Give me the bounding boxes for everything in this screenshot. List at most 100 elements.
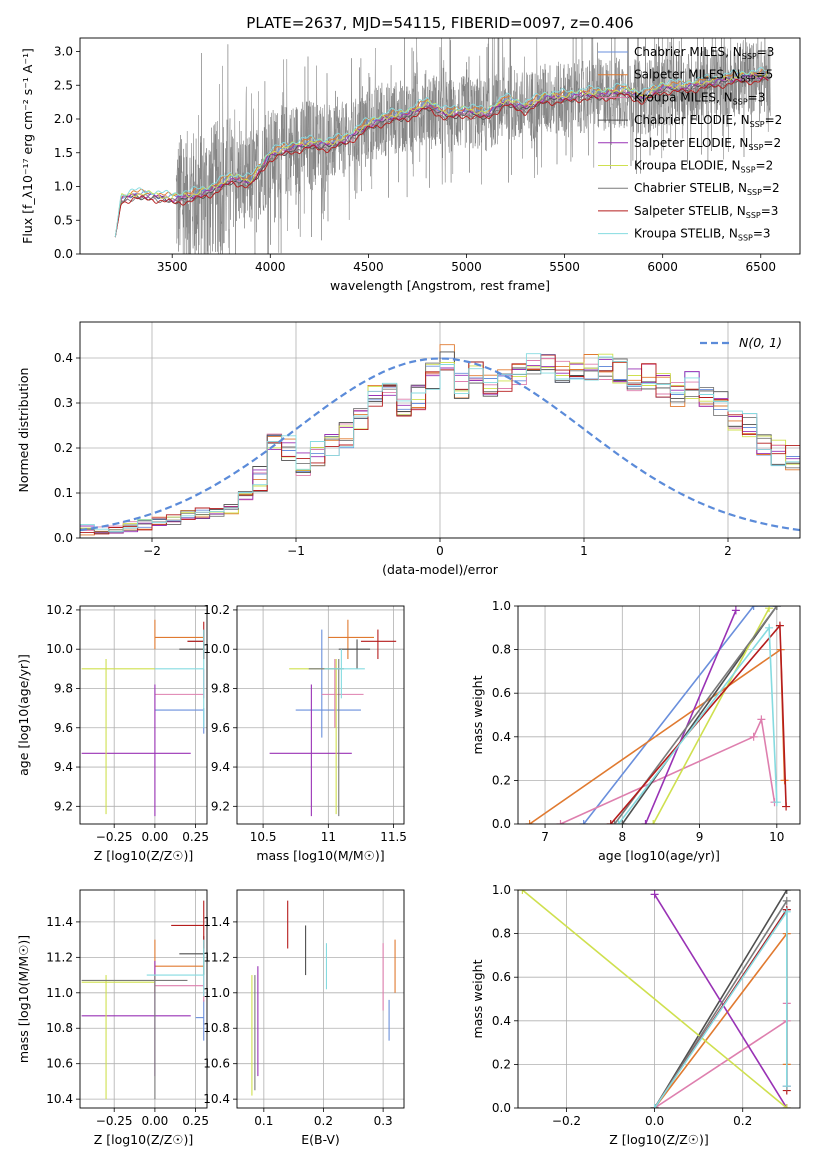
x-axis-label: Z [log10(Z/Z☉)] bbox=[609, 1132, 709, 1147]
model-curve bbox=[114, 67, 769, 238]
y-tick-label: 9.2 bbox=[54, 799, 73, 813]
y-tick-label: 10.6 bbox=[203, 1057, 230, 1071]
y-tick-label: 11.2 bbox=[46, 950, 73, 964]
legend-label-main: Kroupa ELODIE, N bbox=[634, 159, 741, 173]
y-tick-label: 10.0 bbox=[46, 642, 73, 656]
figure-title: PLATE=2637, MJD=54115, FIBERID=0097, z=0… bbox=[246, 14, 633, 32]
axes-frame bbox=[79, 605, 208, 825]
legend-label: Chabrier STELIB, NSSP=2 bbox=[634, 181, 780, 197]
legend-label-sub: SSP bbox=[733, 97, 748, 106]
legend-label-sub: SSP bbox=[741, 75, 756, 84]
legend-label: Chabrier MILES, NSSP=3 bbox=[634, 45, 774, 61]
x-axis-label: age [log10(age/yr)] bbox=[598, 848, 720, 863]
x-tick-label: −1 bbox=[287, 544, 305, 558]
x-axis-label: wavelength [Angstrom, rest frame] bbox=[330, 278, 550, 293]
legend: N(0, 1) bbox=[700, 335, 782, 350]
y-tick-label: 11.2 bbox=[203, 950, 230, 964]
y-axis-label: age [log10(age/yr)] bbox=[16, 654, 31, 776]
y-tick-label: 0.1 bbox=[54, 486, 73, 500]
plus-marker bbox=[782, 1082, 791, 1091]
y-tick-label: 0.4 bbox=[54, 351, 73, 365]
y-axis-label: mass weight bbox=[470, 959, 485, 1038]
y-tick-label: 9.8 bbox=[211, 681, 230, 695]
y-tick-label: 10.2 bbox=[46, 603, 73, 617]
model-curve bbox=[114, 77, 769, 238]
y-tick-label: 0.4 bbox=[492, 1014, 511, 1028]
axes-frame bbox=[236, 889, 405, 1109]
plus-marker bbox=[606, 820, 615, 824]
mass-weight-line bbox=[653, 890, 788, 1108]
y-tick-label: 0.6 bbox=[492, 970, 511, 984]
y-tick-label: 0.2 bbox=[492, 1057, 511, 1071]
legend-label-main: Salpeter STELIB, N bbox=[634, 204, 746, 218]
plot-area bbox=[80, 322, 800, 538]
plus-marker bbox=[782, 890, 791, 894]
y-tick-label: 10.0 bbox=[203, 642, 230, 656]
plus-marker bbox=[772, 606, 781, 610]
histogram-step bbox=[80, 351, 800, 533]
x-tick-label: −0.2 bbox=[552, 1114, 581, 1128]
mass-weight-line bbox=[560, 716, 776, 824]
plus-marker bbox=[749, 732, 758, 741]
x-tick-label: 0.2 bbox=[314, 1114, 333, 1128]
plus-marker bbox=[579, 820, 588, 824]
plot-area bbox=[237, 606, 404, 824]
plus-marker bbox=[618, 820, 627, 824]
plus-marker bbox=[649, 820, 658, 824]
y-tick-label: 0.0 bbox=[54, 531, 73, 545]
axes-frame bbox=[517, 889, 801, 1109]
mass-weight-line bbox=[583, 606, 777, 824]
panel-massweight_vs_z: −0.2 0.0 0.2 0.0 0.2 0.4 0.6 0.8 1.0 Z [log10(Z/Z… bbox=[470, 883, 801, 1147]
plot-area bbox=[80, 890, 207, 1108]
legend-label-main: Salpeter ELODIE, N bbox=[634, 136, 748, 150]
plus-marker bbox=[650, 890, 659, 899]
y-tick-label: 11.0 bbox=[46, 986, 73, 1000]
histogram-step bbox=[80, 353, 800, 534]
legend-label-tail: =3 bbox=[761, 204, 779, 218]
y-tick-label: 10.6 bbox=[46, 1057, 73, 1071]
x-tick-label: 8 bbox=[618, 830, 626, 844]
axes-frame bbox=[79, 321, 801, 539]
x-tick-label: 10.5 bbox=[250, 830, 277, 844]
y-axis-label: mass [log10(M/M☉)] bbox=[16, 935, 31, 1063]
x-axis-label: Z [log10(Z/Z☉)] bbox=[94, 1132, 194, 1147]
x-tick-label: 7 bbox=[541, 830, 549, 844]
legend-label-tail: =3 bbox=[753, 227, 771, 241]
plus-marker bbox=[782, 907, 791, 916]
legend-label: Chabrier ELODIE, NSSP=2 bbox=[634, 113, 782, 129]
y-tick-label: 0.6 bbox=[492, 686, 511, 700]
x-tick-label: 0.2 bbox=[733, 1114, 752, 1128]
x-tick-label: 0.00 bbox=[142, 1114, 169, 1128]
x-tick-label: 6500 bbox=[745, 260, 776, 274]
mass-weight-line bbox=[653, 900, 788, 1108]
y-tick-label: 0.0 bbox=[492, 817, 511, 831]
plus-marker bbox=[731, 606, 740, 615]
panel-age_vs_z: −0.25 0.00 0.25 9.2 9.4 9.6 9.8 10.0 10.2 Z [log1… bbox=[16, 603, 209, 863]
y-tick-label: 1.5 bbox=[54, 146, 73, 160]
plus-marker bbox=[556, 820, 565, 824]
x-tick-label: 4000 bbox=[255, 260, 286, 274]
x-tick-label: 0.0 bbox=[645, 1114, 664, 1128]
plot-area bbox=[237, 890, 404, 1108]
y-tick-label: 2.5 bbox=[54, 78, 73, 92]
plot-area bbox=[114, 38, 771, 254]
x-tick-label: 5000 bbox=[451, 260, 482, 274]
legend-label-tail: =2 bbox=[762, 181, 780, 195]
axes-frame bbox=[517, 605, 801, 825]
plus-marker bbox=[782, 896, 791, 905]
x-tick-label: 0.00 bbox=[142, 830, 169, 844]
x-tick-label: 0 bbox=[436, 544, 444, 558]
axes-frame bbox=[79, 889, 208, 1109]
x-tick-label: 0.1 bbox=[254, 1114, 273, 1128]
plus-marker bbox=[772, 798, 781, 807]
legend-label-sub: SSP bbox=[747, 188, 762, 197]
x-tick-label: 11 bbox=[321, 830, 336, 844]
model-curve bbox=[114, 75, 769, 238]
mass-weight-line bbox=[653, 893, 788, 1108]
mass-weight-line bbox=[644, 610, 737, 824]
legend-label: Kroupa STELIB, NSSP=3 bbox=[634, 227, 771, 243]
plus-marker bbox=[749, 606, 758, 610]
y-axis-label: Flux [f_λ10⁻¹⁷ erg cm⁻² s⁻¹ A⁻¹] bbox=[20, 48, 35, 244]
y-tick-label: 9.6 bbox=[54, 721, 73, 735]
y-tick-label: 11.0 bbox=[203, 986, 230, 1000]
